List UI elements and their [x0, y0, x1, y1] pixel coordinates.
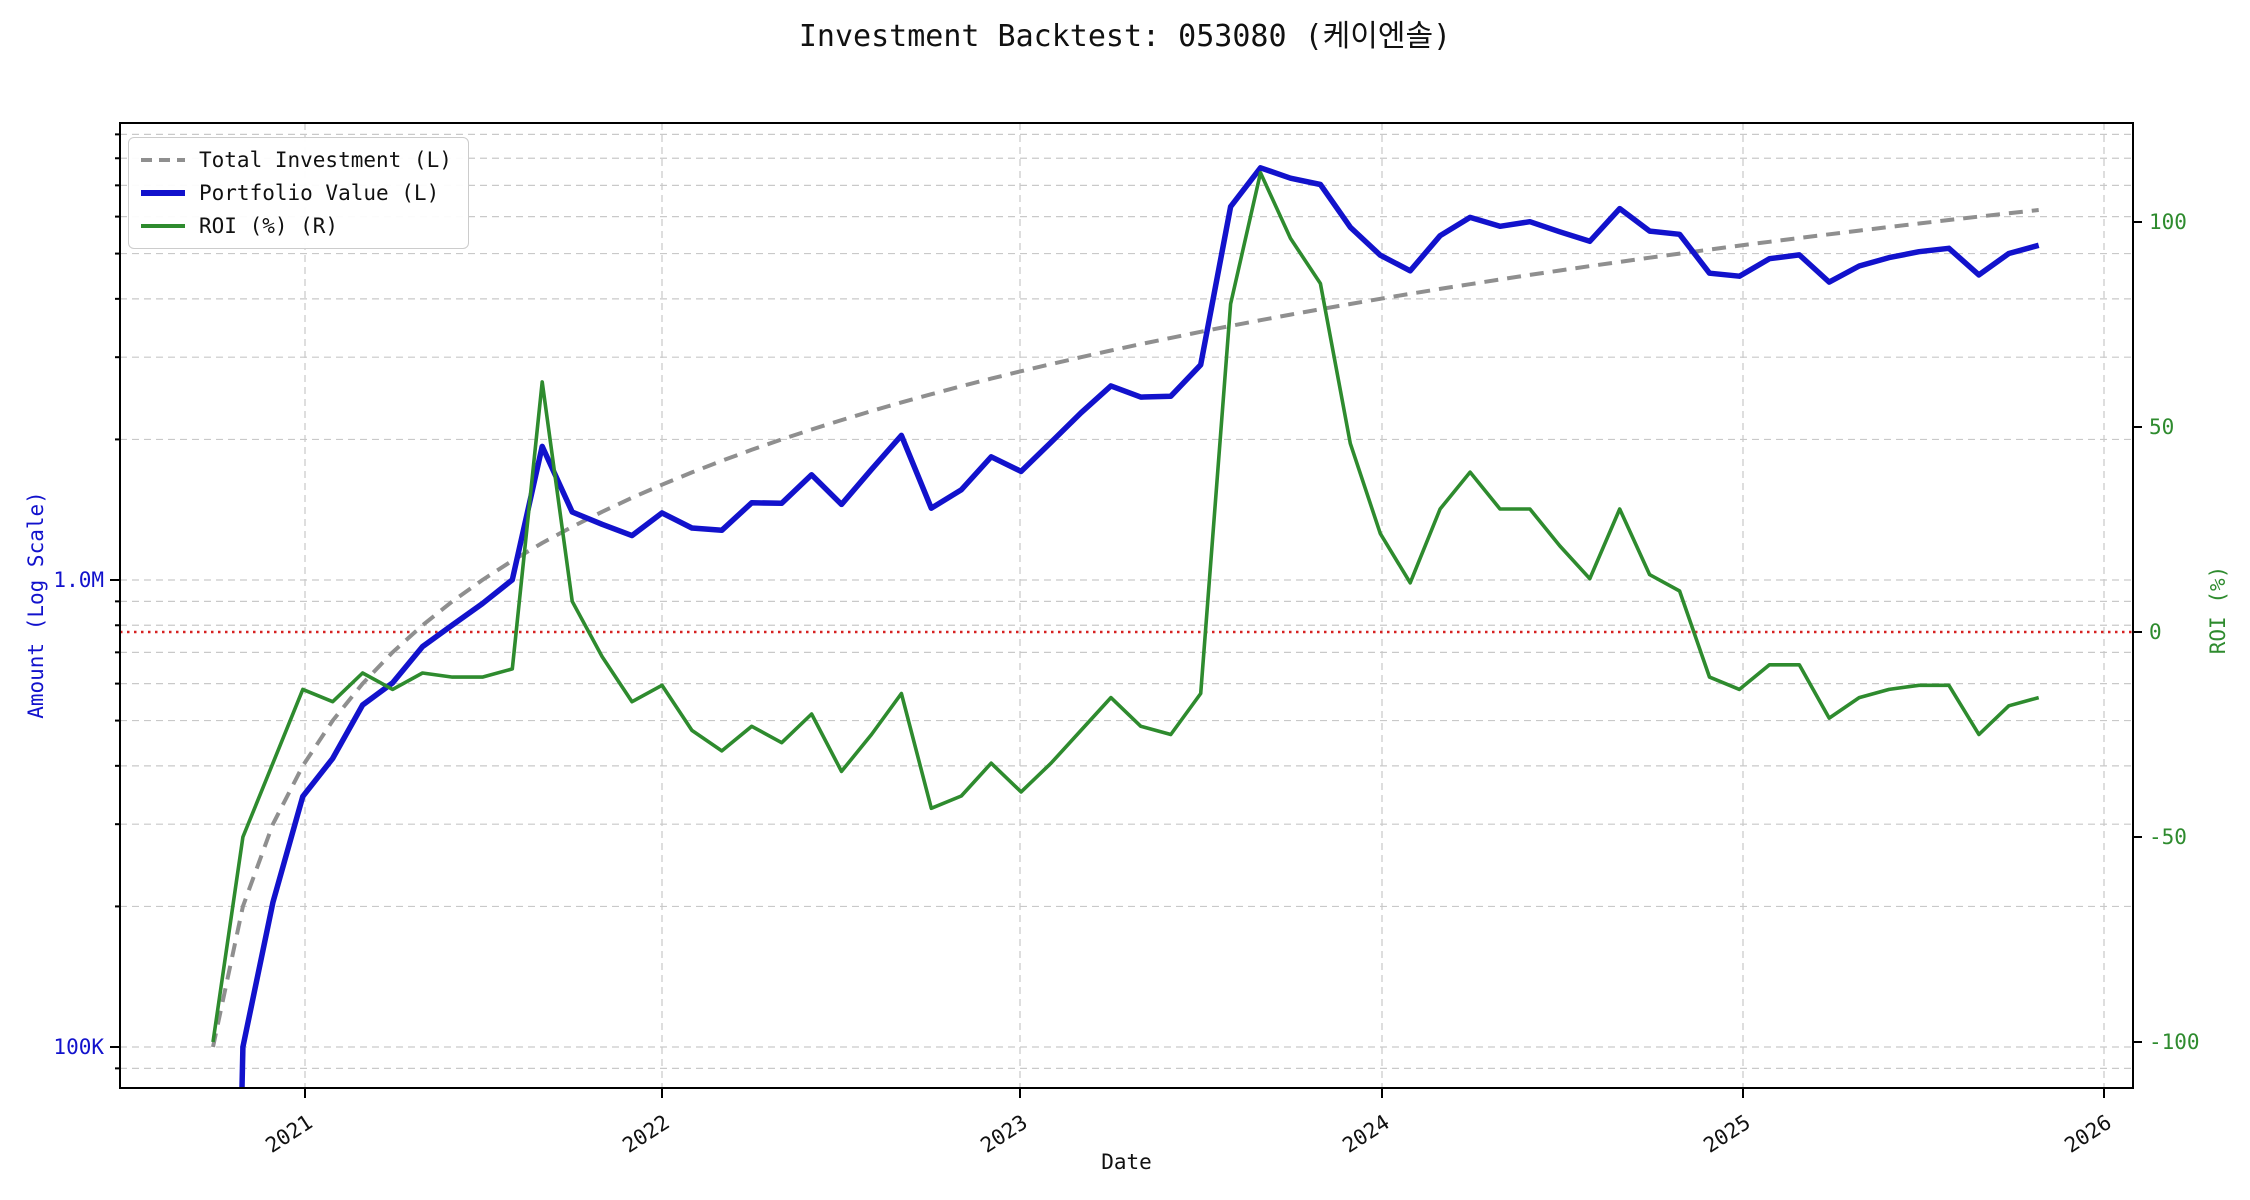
x-axis-title: Date	[1101, 1150, 1152, 1174]
dashed-line-icon	[141, 158, 185, 162]
series-group	[211, 165, 2040, 1088]
portfolio-value-line	[239, 165, 2040, 1088]
legend-label: Portfolio Value (L)	[199, 181, 440, 205]
y-left-tick-label: 1.0M	[53, 568, 104, 592]
legend-item-total-investment: Total Investment (L)	[141, 147, 452, 173]
solid-line-icon	[141, 224, 185, 228]
roi-line	[211, 171, 2040, 1043]
y-right-tick-label: -50	[2149, 825, 2187, 849]
y-left-axis-title: Amount (Log Scale)	[24, 491, 48, 719]
y-right-axis-title: ROI (%)	[2206, 565, 2230, 655]
total-investment-line	[211, 208, 2039, 1048]
legend-item-portfolio-value: Portfolio Value (L)	[141, 180, 452, 206]
legend-label: ROI (%) (R)	[199, 214, 339, 238]
plot-frame	[119, 122, 2134, 1089]
chart-title: Investment Backtest: 053080 (케이엔솔)	[798, 19, 1452, 54]
legend-label: Total Investment (L)	[199, 148, 452, 172]
y-right-tick-label: 0	[2149, 620, 2162, 644]
y-right-tick-label: 100	[2149, 210, 2187, 234]
solid-line-icon	[141, 190, 185, 196]
legend-box: Total Investment (L) Portfolio Value (L)…	[128, 137, 469, 249]
y-right-tick-label: 50	[2149, 415, 2174, 439]
gridlines	[120, 123, 2133, 1088]
y-left-tick-label: 100K	[53, 1035, 104, 1059]
tick-marks	[110, 133, 2142, 1098]
legend-item-roi: ROI (%) (R)	[141, 213, 452, 239]
y-right-tick-label: -100	[2149, 1030, 2200, 1054]
